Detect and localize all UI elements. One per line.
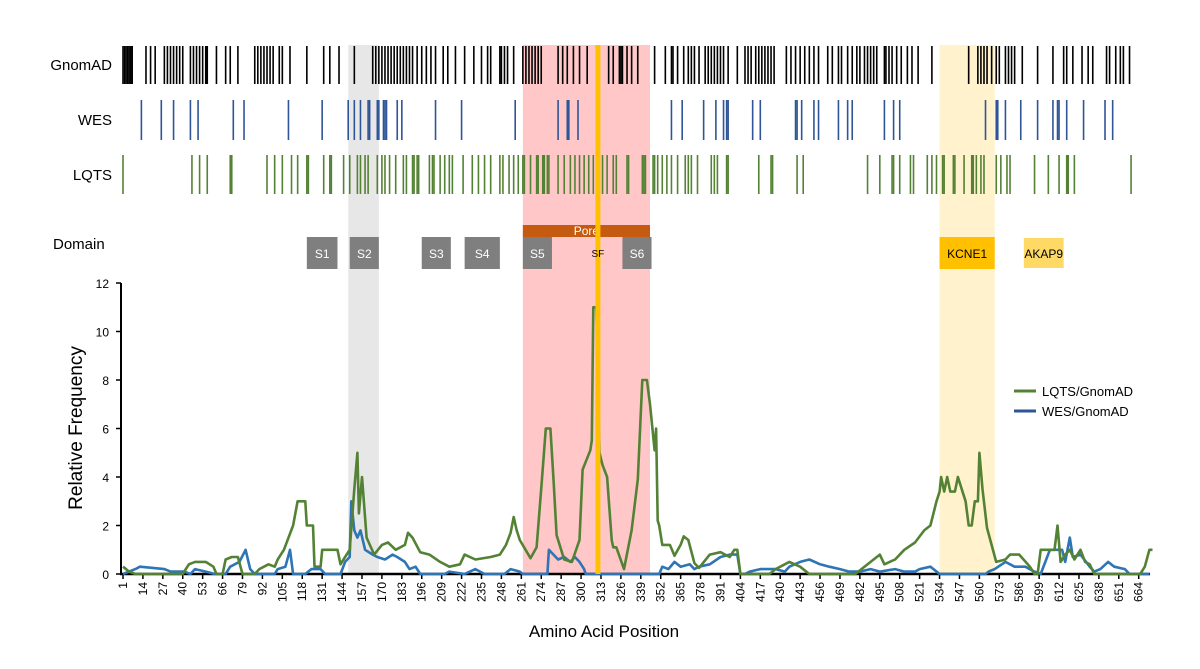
x-tick-label: 391	[713, 582, 727, 602]
x-tick-label: 1	[116, 582, 130, 589]
x-tick-label: 378	[694, 582, 708, 602]
sf-line	[595, 45, 601, 574]
y-tick-label: 12	[96, 277, 110, 291]
domain-box-s5	[522, 237, 552, 269]
x-tick-label: 53	[196, 582, 210, 596]
x-tick-label: 586	[1012, 582, 1026, 602]
x-tick-label: 352	[654, 582, 668, 602]
x-tick-label: 79	[235, 582, 249, 596]
x-tick-label: 495	[873, 582, 887, 602]
y-tick-label: 2	[102, 520, 109, 534]
x-tick-label: 313	[594, 582, 608, 602]
x-tick-label: 300	[574, 582, 588, 602]
y-axis-title: Relative Frequency	[66, 346, 87, 510]
x-tick-label: 651	[1112, 582, 1126, 602]
x-tick-label: 456	[813, 582, 827, 602]
pore-label: Pore	[574, 224, 600, 238]
x-tick-label: 638	[1092, 582, 1106, 602]
domain-box-s2	[349, 237, 379, 269]
x-tick-label: 625	[1072, 582, 1086, 602]
shaded-regions	[348, 45, 995, 574]
pore-bar	[522, 225, 651, 237]
x-tick-label: 157	[355, 582, 369, 602]
x-tick-label: 612	[1052, 582, 1066, 602]
x-tick-label: 430	[773, 582, 787, 602]
x-tick-label: 573	[992, 582, 1006, 602]
x-tick-label: 40	[176, 582, 190, 596]
y-tick-label: 4	[102, 471, 109, 485]
track-label-wes: WES	[78, 112, 112, 129]
x-tick-label: 547	[952, 582, 966, 602]
x-tick-label: 27	[156, 582, 170, 596]
x-tick-label: 326	[614, 582, 628, 602]
x-tick-label: 222	[455, 582, 469, 602]
x-tick-label: 14	[136, 582, 150, 596]
domain-label-s4: S4	[475, 247, 490, 261]
y-tick-label: 8	[102, 374, 109, 388]
x-tick-label: 261	[514, 582, 528, 602]
x-tick-label: 469	[833, 582, 847, 602]
x-tick-label: 105	[275, 582, 289, 602]
series-line-wes	[122, 500, 1150, 576]
x-tick-label: 664	[1132, 582, 1146, 602]
domain-box-s1	[306, 237, 338, 269]
sf-marker: SF	[592, 45, 605, 574]
domain-box-akap9	[1023, 238, 1064, 268]
x-tick-label: 170	[375, 582, 389, 602]
track-label-lqts: LQTS	[73, 167, 112, 184]
domain-row-label: Domain	[53, 236, 105, 253]
x-tick-label: 287	[554, 582, 568, 602]
x-tick-label: 235	[474, 582, 488, 602]
y-tick-label: 10	[96, 326, 110, 340]
sf-label: SF	[592, 249, 605, 260]
x-tick-label: 92	[255, 582, 269, 596]
x-tick-label: 560	[972, 582, 986, 602]
domain-label-s1: S1	[315, 247, 330, 261]
domain-box-s6	[622, 237, 652, 269]
domain-box-s4	[464, 237, 500, 269]
x-axis-title: Amino Acid Position	[529, 622, 679, 641]
x-tick-label: 118	[295, 582, 309, 601]
shaded-region	[522, 45, 651, 574]
series-line-lqts	[122, 306, 1153, 576]
domain-box-kcne1	[939, 237, 995, 269]
x-tick-label: 599	[1032, 582, 1046, 602]
legend-label-lqts: LQTS/GnomAD	[1042, 384, 1133, 399]
x-tick-label: 534	[933, 582, 947, 602]
x-tick-label: 248	[494, 582, 508, 602]
legend-label-wes: WES/GnomAD	[1042, 404, 1129, 419]
x-tick-label: 417	[753, 582, 767, 602]
x-tick-label: 66	[216, 582, 230, 596]
domain-label-s5: S5	[530, 247, 545, 261]
x-tick-label: 521	[913, 582, 927, 602]
legend: LQTS/GnomAD WES/GnomAD	[1014, 384, 1133, 419]
x-tick-label: 196	[415, 582, 429, 602]
x-tick-label: 274	[534, 582, 548, 602]
shaded-region	[939, 45, 995, 574]
x-tick-label: 443	[793, 582, 807, 602]
variant-tracks: GnomAD WES LQTS	[50, 46, 1132, 194]
domain-label-kcne1: KCNE1	[947, 247, 987, 261]
domain-label-s6: S6	[630, 247, 645, 261]
x-tick-label: 209	[435, 582, 449, 602]
track-label-gnomad: GnomAD	[50, 57, 112, 74]
x-tick-label: 365	[674, 582, 688, 602]
domain-label-s3: S3	[429, 247, 444, 261]
domain-label-akap9: AKAP9	[1024, 247, 1063, 261]
domain-row: S1 S2 S3 S4 S5 S6 Pore KCNE1 AKAP9	[306, 224, 1064, 269]
domain-label-s2: S2	[357, 247, 372, 261]
y-tick-label: 0	[102, 568, 109, 582]
x-tick-label: 144	[335, 582, 349, 602]
x-tick-label: 183	[395, 582, 409, 602]
x-tick-label: 131	[315, 582, 329, 602]
series-lines	[122, 306, 1153, 576]
domain-box-s3	[421, 237, 451, 269]
x-tick-label: 482	[853, 582, 867, 602]
y-tick-label: 6	[102, 423, 109, 437]
x-tick-label: 508	[893, 582, 907, 602]
x-tick-label: 404	[733, 582, 747, 602]
x-tick-label: 339	[634, 582, 648, 602]
